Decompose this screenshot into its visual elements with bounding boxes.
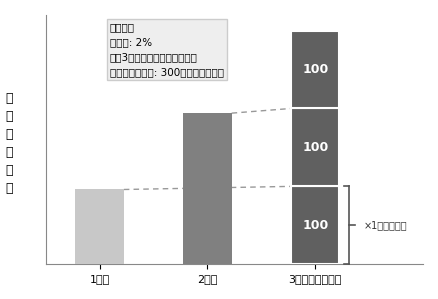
Text: 100: 100 (302, 63, 328, 76)
Bar (291, 30, 339, 109)
Bar (291, 109, 339, 186)
Text: ×1年目発生分: ×1年目発生分 (363, 220, 407, 230)
Text: 100: 100 (302, 219, 328, 232)
Text: 退
職
給
付
債
務: 退 職 給 付 債 務 (5, 92, 13, 195)
Bar (75, 190, 124, 264)
Text: 100: 100 (302, 141, 328, 154)
Bar (291, 186, 339, 264)
Bar (183, 113, 232, 264)
Text: ＜前提＞
割引率: 2%
入社3年目の期末に退職する。
退職給付見込額: 300と見込まれる。: ＜前提＞ 割引率: 2% 入社3年目の期末に退職する。 退職給付見込額: 300… (110, 22, 224, 77)
